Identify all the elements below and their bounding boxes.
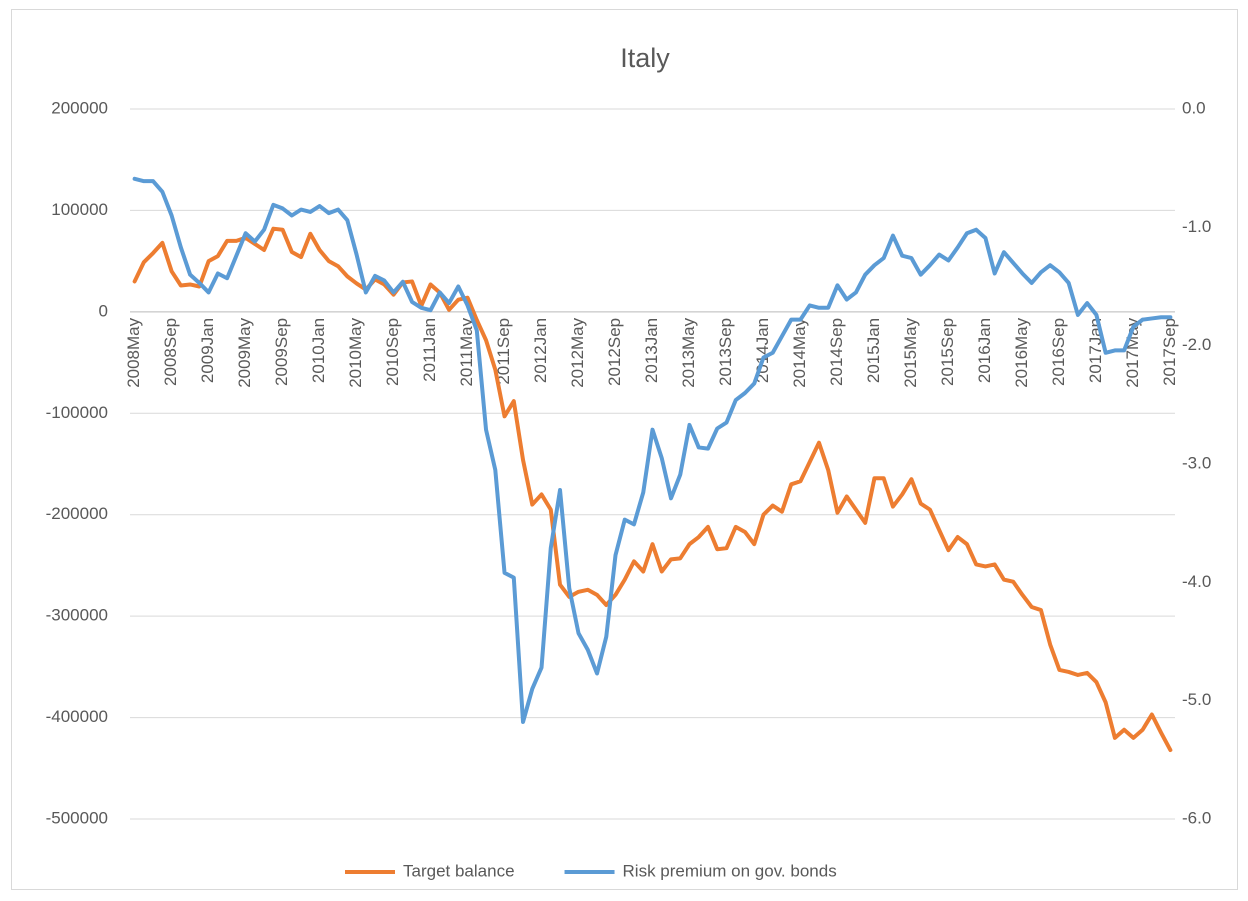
x-tick-label: 2012Jan — [531, 318, 550, 383]
y-tick-label: -200000 — [46, 504, 108, 523]
x-tick-label: 2016May — [1012, 317, 1031, 387]
y-tick-label: 100000 — [51, 200, 108, 219]
y2-tick-label: -5.0 — [1182, 690, 1211, 709]
x-tick-label: 2017Jan — [1086, 318, 1105, 383]
y-tick-label: -400000 — [46, 707, 108, 726]
x-tick-label: 2013Sep — [716, 318, 735, 386]
y-tick-label: -300000 — [46, 606, 108, 625]
x-tick-label: 2017May — [1123, 317, 1142, 387]
y2-tick-label: -1.0 — [1182, 217, 1211, 236]
x-tick-label: 2009May — [235, 317, 254, 387]
y2-tick-label: -2.0 — [1182, 335, 1211, 354]
x-tick-label: 2010May — [346, 317, 365, 387]
y-tick-label: -100000 — [46, 403, 108, 422]
x-tick-label: 2014Sep — [827, 318, 846, 386]
x-tick-label: 2012May — [568, 317, 587, 387]
y-tick-label: 200000 — [51, 98, 108, 117]
chart-border — [11, 9, 1238, 890]
x-tick-label: 2010Sep — [383, 318, 402, 386]
x-tick-label: 2009Sep — [272, 318, 291, 386]
x-tick-label: 2015Jan — [864, 318, 883, 383]
series-line — [132, 176, 1173, 724]
chart-title: Italy — [620, 43, 670, 73]
y2-tick-label: -6.0 — [1182, 808, 1211, 827]
x-tick-label: 2014Jan — [753, 318, 772, 383]
y-tick-label: 0 — [99, 301, 108, 320]
x-tick-label: 2015Sep — [938, 318, 957, 386]
legend-label: Target balance — [403, 861, 515, 880]
x-tick-label: 2013Jan — [642, 318, 661, 383]
x-tick-label: 2011May — [457, 317, 476, 386]
x-tick-label: 2016Jan — [975, 318, 994, 383]
x-tick-label: 2008Sep — [161, 318, 180, 386]
y-tick-label: -500000 — [46, 808, 108, 827]
legend-label: Risk premium on gov. bonds — [623, 861, 837, 880]
x-tick-label: 2011Sep — [494, 318, 513, 385]
x-tick-label: 2009Jan — [198, 318, 217, 383]
y2-tick-label: 0.0 — [1182, 98, 1206, 117]
x-tick-label: 2014May — [790, 317, 809, 387]
x-tick-label: 2016Sep — [1049, 318, 1068, 386]
x-tick-label: 2010Jan — [309, 318, 328, 383]
x-tick-label: 2012Sep — [605, 318, 624, 386]
x-tick-label: 2017Sep — [1160, 318, 1179, 386]
x-tick-label: 2015May — [901, 317, 920, 387]
x-tick-label: 2008May — [124, 317, 143, 387]
series-line — [132, 226, 1173, 753]
x-tick-label: 2011Jan — [420, 318, 439, 382]
y2-tick-label: -4.0 — [1182, 572, 1211, 591]
x-tick-label: 2013May — [679, 317, 698, 387]
y2-tick-label: -3.0 — [1182, 453, 1211, 472]
